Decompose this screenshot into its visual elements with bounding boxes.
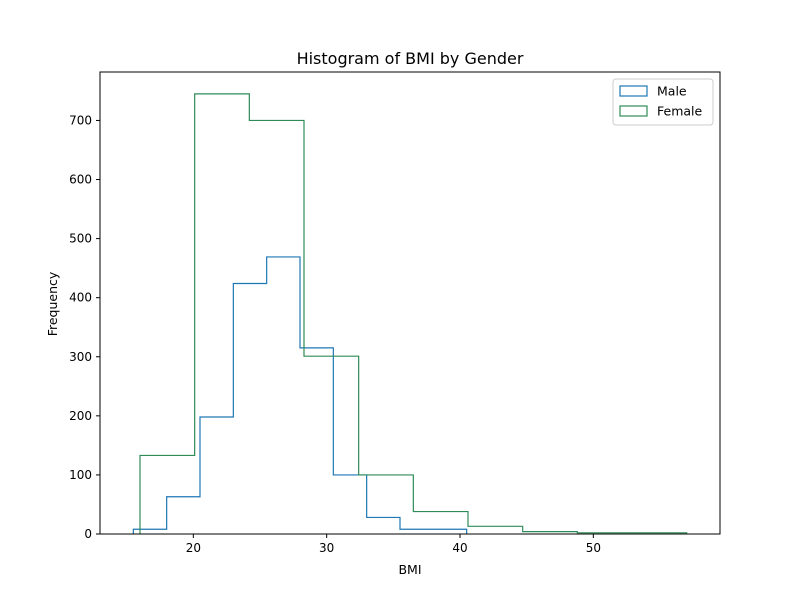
y-tick-label: 300 <box>69 350 92 364</box>
legend-swatch-male <box>619 85 648 97</box>
series-female <box>139 93 688 534</box>
y-tick-label: 700 <box>69 113 92 127</box>
histogram-outline-female <box>139 93 688 534</box>
x-axis-label: BMI <box>398 562 421 577</box>
histogram-bar-female <box>195 94 250 534</box>
y-tick-label: 600 <box>69 173 92 187</box>
histogram-bar-female <box>140 455 195 534</box>
histogram-outline-male <box>132 256 468 534</box>
axes-frame <box>99 71 721 535</box>
y-tick-label: 400 <box>69 291 92 305</box>
histogram-bar-female <box>249 120 304 534</box>
histogram-bar-female <box>304 356 359 534</box>
y-tick-label: 200 <box>69 409 92 423</box>
y-axis-label: Frequency <box>45 271 60 336</box>
x-tick-label: 50 <box>586 541 601 555</box>
series-male <box>132 256 468 534</box>
y-tick-label: 100 <box>69 468 92 482</box>
chart-title: Histogram of BMI by Gender <box>297 49 524 68</box>
y-tick-label: 0 <box>84 527 92 541</box>
x-tick-label: 30 <box>319 541 334 555</box>
x-tick-label: 40 <box>452 541 467 555</box>
histogram-bar-female <box>413 512 468 534</box>
legend-label-male: Male <box>657 84 687 99</box>
histogram-bar-female <box>468 526 523 534</box>
x-tick-label: 20 <box>186 541 201 555</box>
legend: Male Female <box>612 78 714 126</box>
legend-swatch-female <box>619 105 648 117</box>
histogram-bar-female <box>359 475 414 534</box>
legend-label-female: Female <box>657 104 703 119</box>
y-tick-label: 500 <box>69 232 92 246</box>
legend-box <box>612 78 714 126</box>
